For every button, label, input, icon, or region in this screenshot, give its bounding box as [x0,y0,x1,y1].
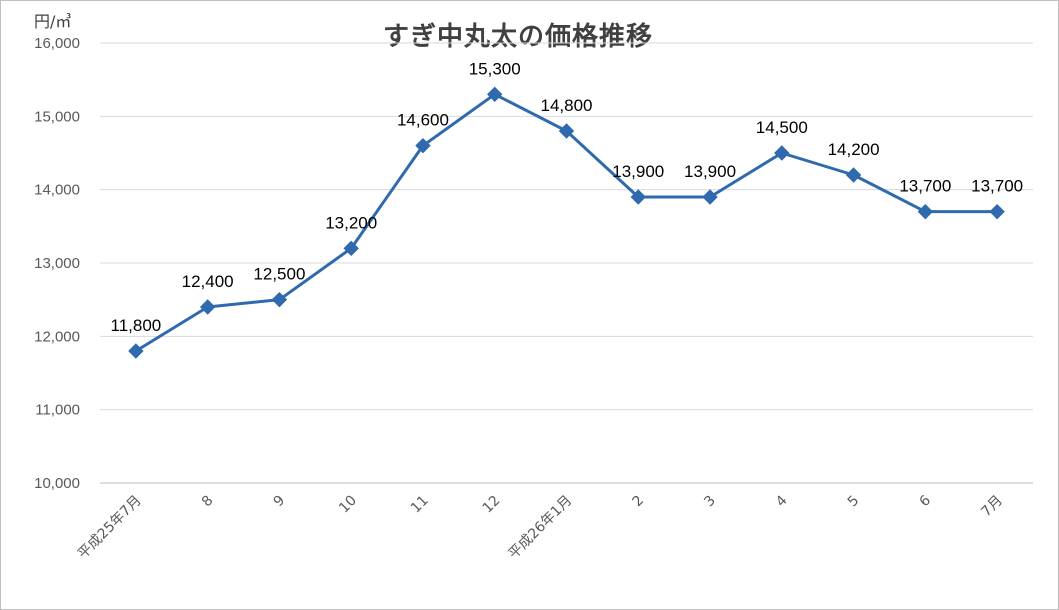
x-tick-label: 4 [773,492,791,510]
x-tick-label: 9 [271,493,289,511]
data-label: 13,700 [971,177,1023,196]
y-tick-label: 15,000 [34,108,80,125]
y-tick-label: 16,000 [34,35,80,52]
x-tick-label: 6 [917,492,935,510]
y-tick-label: 14,000 [34,182,80,199]
data-point-marker [558,123,575,139]
data-point-marker [343,240,359,257]
gridlines [100,42,1033,484]
data-point-marker [128,343,144,359]
data-point-marker [989,203,1005,220]
data-label: 11,800 [111,316,162,335]
x-tick-label: 10 [336,493,360,517]
data-label: 14,500 [756,118,808,137]
data-point-marker [702,189,718,205]
x-tick-label: 8 [199,493,217,511]
data-label: 14,200 [828,140,880,159]
data-label: 13,900 [612,162,664,181]
x-tick-label: 3 [701,493,719,511]
data-point-marker [630,189,646,205]
data-label: 13,900 [684,162,736,181]
data-point-marker [774,145,790,161]
data-point-marker [271,291,288,308]
data-point-marker [845,167,862,183]
data-label: 12,500 [253,265,305,284]
y-tick-label: 12,000 [34,328,80,345]
x-tick-label: 12 [480,493,504,517]
x-tick-label: 11 [408,493,432,517]
series-group [128,86,1005,359]
data-label: 14,600 [397,111,449,130]
x-tick-label: 2 [629,493,647,511]
y-axis-ticks: 10,000 11,000 12,000 13,000 14,000 15,000 16,0… [34,35,80,492]
data-label: 13,700 [899,177,951,196]
x-axis-ticks: 平成25年7月 8 9 10 11 12 平成26年1月 2 3 4 5 6 7月 [75,492,1006,562]
y-tick-label: 10,000 [34,475,80,492]
data-label: 12,400 [182,272,234,291]
y-tick-label: 11,000 [35,402,80,419]
data-point-marker [415,137,431,154]
data-point-marker [917,203,934,220]
chart-title: すぎ中丸太の価格推移 [383,22,654,52]
x-tick-label: 平成26年1月 [506,493,576,563]
y-tick-label: 13,000 [34,255,80,272]
x-tick-label: 5 [845,493,863,511]
y-axis-unit-label: 円/㎥ [34,12,72,31]
x-tick-label: 7月 [978,493,1006,521]
data-point-marker [487,86,503,103]
data-labels: 11,800 12,400 12,500 13,200 14,600 15,300 14,8… [111,59,1024,335]
data-label: 13,200 [325,213,377,232]
data-label: 15,300 [469,59,521,78]
data-point-marker [199,299,216,315]
data-label: 14,800 [541,96,593,115]
x-tick-label: 平成25年7月 [75,493,145,563]
